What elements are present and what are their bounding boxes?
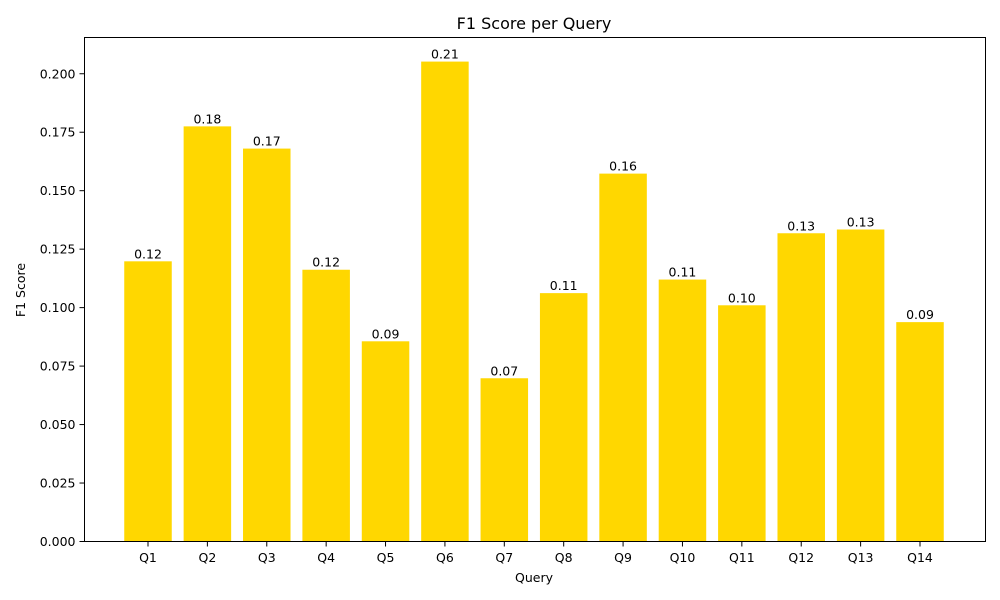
x-tick-label-q2: Q2 <box>198 550 216 565</box>
data-label-q2: 0.18 <box>193 111 221 126</box>
data-label-q8: 0.11 <box>550 278 578 293</box>
y-tick-label-2: 0.050 <box>40 417 76 432</box>
x-tick-label-q13: Q13 <box>848 550 874 565</box>
data-label-q13: 0.13 <box>847 215 875 230</box>
bar-q12 <box>777 233 825 542</box>
x-tick-label-q10: Q10 <box>670 550 696 565</box>
y-axis-label: F1 Score <box>13 263 28 317</box>
bar-q10 <box>658 279 707 542</box>
data-label-q9: 0.16 <box>609 159 637 174</box>
bar-q14 <box>896 322 944 542</box>
bar-q9 <box>599 173 647 542</box>
bar-q4 <box>302 269 350 542</box>
y-tick-label-8: 0.200 <box>40 66 76 81</box>
bar-q8 <box>539 293 588 542</box>
data-labels-group: 0.12 0.18 0.17 0.12 0.09 0.21 0.07 0.11 0.16 0.11… <box>134 47 934 379</box>
bar-q13 <box>836 229 885 542</box>
bar-q1 <box>124 261 172 542</box>
bar-q6 <box>421 61 469 542</box>
x-tick-label-q6: Q6 <box>436 550 454 565</box>
plot-frame <box>84 37 986 542</box>
data-label-q3: 0.17 <box>253 134 281 149</box>
x-tick-label-q12: Q12 <box>788 550 814 565</box>
data-label-q5: 0.09 <box>372 326 400 341</box>
x-axis-label: Query <box>515 570 554 585</box>
data-label-q14: 0.09 <box>906 307 934 322</box>
x-tick-label-q1: Q1 <box>139 550 157 565</box>
y-tick-label-6: 0.150 <box>40 183 76 198</box>
data-label-q12: 0.13 <box>787 218 815 233</box>
bars-group <box>124 61 944 542</box>
bar-q3 <box>243 148 291 542</box>
x-tick-label-q7: Q7 <box>495 550 513 565</box>
y-tick-label-0: 0.000 <box>40 534 76 549</box>
data-label-q10: 0.11 <box>669 265 697 280</box>
data-label-q4: 0.12 <box>312 255 340 270</box>
bar-q7 <box>480 378 529 542</box>
x-axis: Q1 Q2 Q3 Q4 Q5 Q6 Q7 Q8 Q9 Q10 Q11 Q12 Q13 Q14 <box>139 541 933 565</box>
bar-q2 <box>183 126 232 542</box>
y-tick-label-4: 0.100 <box>40 300 76 315</box>
data-label-q6: 0.21 <box>431 47 459 62</box>
bar-q5 <box>361 341 410 542</box>
x-tick-label-q5: Q5 <box>377 550 395 565</box>
y-tick-label-1: 0.025 <box>40 476 76 491</box>
x-tick-label-q9: Q9 <box>614 550 632 565</box>
data-label-q11: 0.10 <box>728 290 756 305</box>
bar-q11 <box>718 305 766 542</box>
x-tick-label-q11: Q11 <box>729 550 755 565</box>
chart-title: F1 Score per Query <box>457 14 612 33</box>
y-axis: 0.000 0.025 0.050 0.075 0.100 0.125 0.150 0.175… <box>40 66 85 549</box>
x-tick-label-q3: Q3 <box>258 550 276 565</box>
y-tick-label-7: 0.175 <box>40 125 76 140</box>
x-tick-label-q8: Q8 <box>555 550 573 565</box>
x-tick-label-q4: Q4 <box>317 550 335 565</box>
y-tick-label-5: 0.125 <box>40 242 76 257</box>
y-tick-label-3: 0.075 <box>40 359 76 374</box>
data-label-q7: 0.07 <box>490 363 518 378</box>
x-tick-label-q14: Q14 <box>907 550 933 565</box>
data-label-q1: 0.12 <box>134 246 162 261</box>
